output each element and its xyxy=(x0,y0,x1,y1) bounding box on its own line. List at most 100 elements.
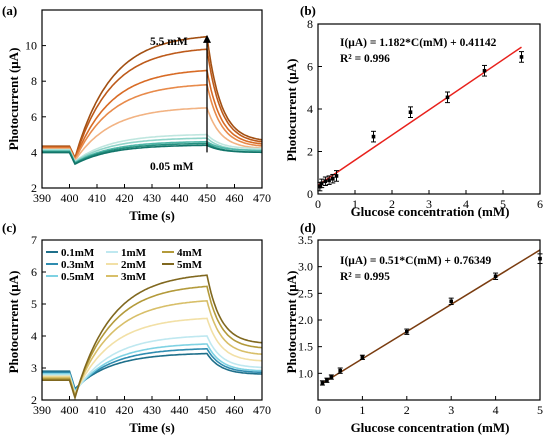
panel-a-series-line xyxy=(42,137,262,164)
panel-c-lines xyxy=(42,274,263,401)
panel-b-xtick-label: 4 xyxy=(463,197,469,211)
panel-d-equation: I(μA) = 0.51*C(mM) + 0.76349 xyxy=(340,255,491,267)
panel-d-data-point xyxy=(405,329,409,334)
panel-c-xtick-label: 450 xyxy=(198,403,216,417)
panel-c-frame xyxy=(41,239,263,401)
panel-d-ytick-label: 2.5 xyxy=(298,286,313,300)
panel-a-ticks: 390 400 410 420 430 440 450 460 470 2 4 6 8 10 xyxy=(25,39,271,205)
panel-c-ticks: 390 400 410 420 430 440 450 460 470 2 3 4 5 6 7 xyxy=(31,233,271,417)
panel-c-ytick-label: 2 xyxy=(31,393,37,407)
panel-c-ytick-label: 5 xyxy=(31,297,37,311)
panel-d-data-point xyxy=(320,381,325,385)
panel-a-xtick-label: 420 xyxy=(116,191,134,205)
panel-c-legend-label: 1mM xyxy=(121,247,147,259)
panel-b-ylabel: Photocurrent (μA) xyxy=(284,59,299,162)
panel-c-xtick-label: 430 xyxy=(143,403,161,417)
panel-c-legend-label: 0.5mM xyxy=(61,271,95,283)
panel-d-data-point xyxy=(360,355,365,360)
panel-a-xtick-label: 430 xyxy=(143,191,161,205)
panel-d-points xyxy=(319,253,543,386)
panel-b-data-point xyxy=(331,176,335,181)
panel-d-ytick-label: 2.0 xyxy=(298,313,313,327)
panel-b-points xyxy=(317,51,524,192)
panel-b-data-point xyxy=(323,179,328,184)
panel-d-label: (d) xyxy=(300,220,316,235)
panel-d-xtick-label: 2 xyxy=(404,403,410,417)
panel-a-ytick-label: 6 xyxy=(31,110,37,124)
panel-b-fit-line xyxy=(317,46,522,186)
panel-a-xtick-label: 440 xyxy=(171,191,189,205)
panel-b-r2: R² = 0.996 xyxy=(340,53,390,65)
panel-d-xtick-label: 1 xyxy=(359,403,365,417)
panel-c-xtick-label: 470 xyxy=(253,403,271,417)
panel-a-series-line xyxy=(42,107,263,163)
panel-a-ytick-label: 8 xyxy=(31,74,37,88)
panel-d-xtick-label: 5 xyxy=(537,403,543,417)
panel-d-xtick-label: 3 xyxy=(448,403,454,417)
panel-c-ytick-label: 7 xyxy=(31,233,37,247)
panel-b-xtick-label: 0 xyxy=(315,197,321,211)
panel-d-xtick-label: 4 xyxy=(493,403,499,417)
panel-b-frame xyxy=(317,23,541,195)
panel-a-arrow-head xyxy=(203,34,211,43)
panel-b-ytick-label: 8 xyxy=(307,17,313,31)
panel-c-legend-label: 4mM xyxy=(177,247,203,259)
panel-d-ytick-label: 1.5 xyxy=(298,340,313,354)
panel-a-ytick-label: 10 xyxy=(25,39,37,53)
panel-b-ytick-label: 2 xyxy=(307,145,313,159)
panel-c-ytick-label: 4 xyxy=(31,329,37,343)
panel-d-ticks: 0 1 2 3 4 5 1.0 1.5 2.0 2.5 3.0 3.5 xyxy=(298,233,543,417)
panel-a-xlabel: Time (s) xyxy=(129,208,175,223)
panel-d-frame xyxy=(317,239,541,401)
panel-b-label: (b) xyxy=(300,3,316,18)
panel-b-xlabel: Glucose concentration (mM) xyxy=(351,204,510,219)
panel-c-series-line xyxy=(42,274,263,401)
panel-d-r2: R² = 0.995 xyxy=(340,271,390,283)
panel-c-ytick-label: 3 xyxy=(31,361,37,375)
panel-a-xtick-label: 390 xyxy=(33,191,51,205)
panel-d-data-point xyxy=(325,378,329,383)
panel-d-data-point xyxy=(493,274,498,279)
panel-c-xtick-label: 400 xyxy=(61,403,79,417)
panel-c-xtick-label: 440 xyxy=(171,403,189,417)
panel-a-xtick-label: 450 xyxy=(198,191,216,205)
panel-b-equation: I(μA) = 1.182*C(mM) + 0.41142 xyxy=(340,37,497,49)
panel-b-fit xyxy=(317,46,522,186)
panel-c-legend-label: 2mM xyxy=(121,259,147,271)
panel-a-series-line xyxy=(42,69,263,162)
panel-d: (d) 0 1 2 3 4 5 1.0 1.5 2.0 2.5 3.0 3.5 I(μA) = 0.5… xyxy=(284,220,543,435)
panel-c-ytick-label: 6 xyxy=(31,265,37,279)
panel-b-data-point xyxy=(482,68,487,73)
panel-b-xtick-label: 3 xyxy=(426,197,432,211)
panel-d-fit-line xyxy=(322,249,541,384)
panel-c-xtick-label: 410 xyxy=(88,403,106,417)
panel-c-series-line xyxy=(42,352,262,391)
panel-a-ytick-label: 4 xyxy=(31,145,37,159)
panel-a-annotation-low: 0.05 mM xyxy=(150,161,194,173)
panel-a-frame xyxy=(41,9,263,189)
panel-c-legend-label: 0.3mM xyxy=(61,259,95,271)
panel-c-legend-label: 3mM xyxy=(121,271,147,283)
panel-d-xlabel: Glucose concentration (mM) xyxy=(351,420,510,435)
panel-b-ytick-label: 6 xyxy=(307,60,313,74)
panel-c: (c) 390 400 410 420 430 440 450 460 470 2 3 4 5 6 7 0.… xyxy=(2,220,271,435)
panel-d-ytick-label: 3.5 xyxy=(298,233,313,247)
panel-c-legend-label: 5mM xyxy=(177,259,203,271)
panel-b-ytick-label: 4 xyxy=(307,102,313,116)
panel-b-data-point xyxy=(319,181,324,186)
panel-c-label: (c) xyxy=(2,220,16,235)
panel-b-data-point xyxy=(334,174,339,178)
panel-a-xtick-label: 410 xyxy=(88,191,106,205)
panel-a: (a) 390 400 410 420 430 440 450 460 470 2 4 6 8 10 5.… xyxy=(2,3,271,223)
panel-d-fit xyxy=(322,249,541,384)
panel-c-xtick-label: 390 xyxy=(33,403,51,417)
panel-b-data-point xyxy=(318,184,322,189)
panel-a-series-line xyxy=(42,48,263,161)
panel-c-legend-label: 0.1mM xyxy=(61,247,95,259)
panel-b-xtick-label: 5 xyxy=(500,197,506,211)
panel-c-ylabel: Photocurrent (μA) xyxy=(6,271,21,374)
panel-b-ytick-label: 0 xyxy=(307,187,313,201)
panel-d-data-point xyxy=(329,375,334,379)
panel-b: (b) 0 1 2 3 4 5 6 0 2 4 6 8 I(μA) = 1.182*C(mM) + 0… xyxy=(284,3,543,219)
